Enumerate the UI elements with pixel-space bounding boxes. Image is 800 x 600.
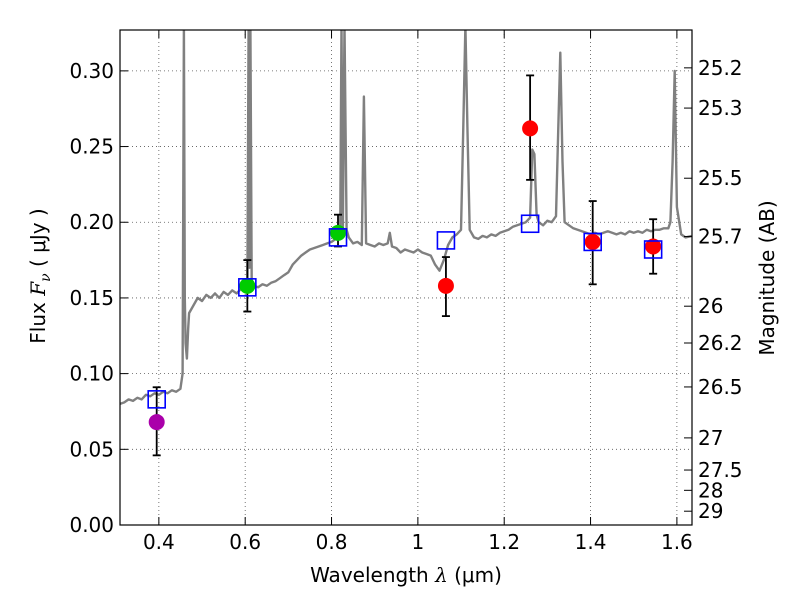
plot-frame: [119, 29, 693, 526]
observed-point: [330, 224, 347, 241]
y-tick-label: 0.30: [69, 59, 114, 83]
x-tick-label: 0.6: [229, 530, 261, 554]
y2-tick-label: 25.2: [698, 56, 743, 80]
observed-point: [239, 277, 256, 294]
y2-tick-label: 25.5: [698, 166, 743, 190]
axis-ticks: [120, 30, 692, 526]
x-axis-label: Wavelength λ (μm): [310, 563, 502, 587]
observed-point: [584, 233, 601, 250]
x-tick-label: 1.6: [661, 530, 693, 554]
model-point: [436, 231, 456, 250]
observed-points: [148, 120, 662, 431]
x-tick-label: 0.4: [143, 530, 175, 554]
model-point: [147, 390, 166, 409]
y2-tick-label: 26.5: [698, 375, 743, 399]
y-tick-label: 0.20: [69, 210, 114, 234]
y2-tick-label: 26: [698, 294, 723, 318]
y2-tick-label: 29: [698, 499, 723, 523]
error-bars: [152, 74, 658, 457]
y-tick-labels: 0.00 0.05 0.10 0.15 0.20 0.25 0.30: [69, 59, 114, 537]
y-tick-label: 0.00: [69, 513, 114, 537]
y-tick-label: 0.05: [69, 437, 114, 461]
y2-tick-label: 28: [698, 478, 723, 502]
y2-tick-label: 26.2: [698, 331, 743, 355]
model-point: [643, 240, 663, 259]
y2-tick-label: 25.3: [698, 96, 743, 120]
y2-tick-label: 27: [698, 426, 723, 450]
model-point: [238, 278, 257, 297]
x-tick-label: 1: [412, 530, 425, 554]
model-point: [328, 228, 348, 247]
observed-point: [437, 277, 454, 294]
y-tick-label: 0.15: [69, 286, 114, 310]
observed-point: [645, 238, 662, 255]
x-tick-label: 0.8: [316, 530, 348, 554]
y2-axis-label: Magnitude (AB): [755, 200, 779, 355]
observed-point: [148, 414, 165, 431]
y-axis-label: Flux Fν ( μJy ): [26, 208, 54, 343]
grid-lines: [120, 30, 692, 525]
y-tick-label: 0.25: [69, 135, 114, 159]
y-tick-label: 0.10: [69, 362, 114, 386]
model-point: [520, 214, 540, 234]
x-tick-label: 1.2: [488, 530, 520, 554]
x-tick-labels: 0.4 0.6 0.8 1 1.2 1.4 1.6: [143, 530, 693, 554]
y2-tick-label: 25.7: [698, 225, 743, 249]
model-points: [147, 214, 663, 409]
y2-tick-label: 27.5: [698, 458, 743, 482]
observed-point: [522, 120, 539, 137]
model-point: [583, 232, 603, 252]
x-tick-label: 1.4: [575, 530, 607, 554]
